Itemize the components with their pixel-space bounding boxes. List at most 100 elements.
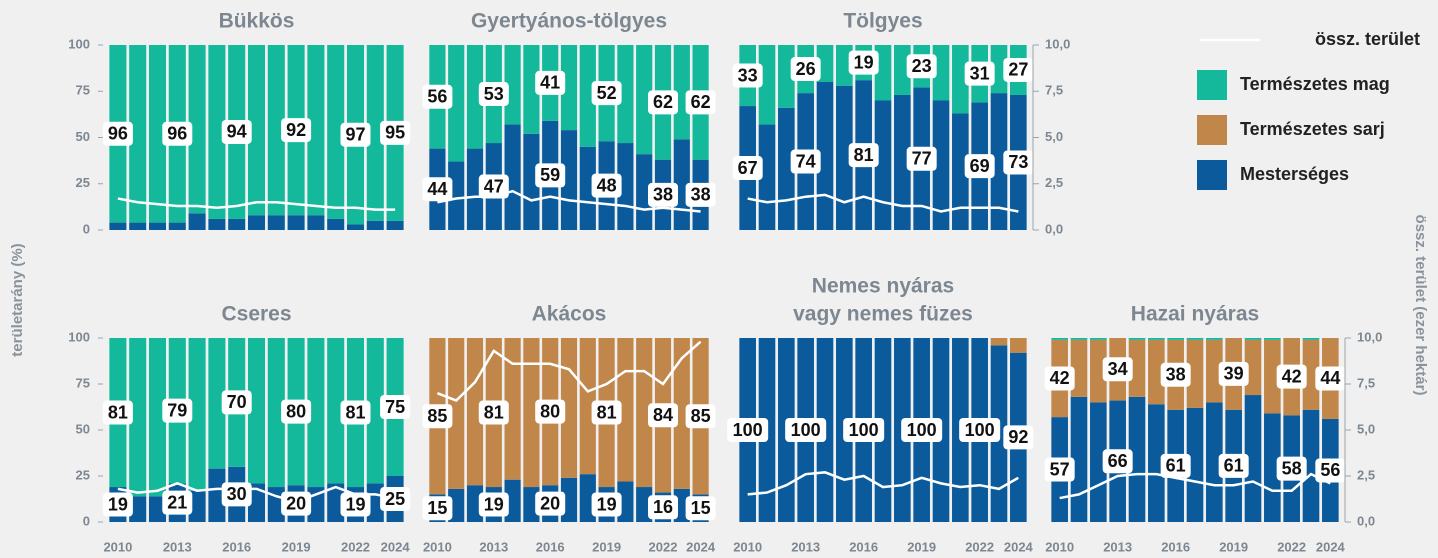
- data-label: 100: [849, 420, 879, 440]
- data-label-box: [1315, 458, 1346, 483]
- chart-title: Hazai nyáras: [1131, 303, 1259, 326]
- legend-swatch: [1197, 160, 1227, 190]
- bar-segment: [1070, 338, 1088, 340]
- data-label-box: [478, 174, 509, 199]
- data-label: 25: [385, 489, 405, 509]
- data-label-box: [478, 492, 509, 517]
- bar-segment: [1070, 339, 1088, 397]
- bar-segment: [1051, 338, 1068, 340]
- chart-title: Bükkös: [219, 10, 295, 33]
- bar-segment: [327, 483, 345, 522]
- data-label-box: [785, 418, 827, 442]
- data-label-box: [848, 50, 879, 75]
- data-label: 15: [427, 498, 447, 518]
- bar-segment: [952, 45, 969, 114]
- bar-segment: [636, 45, 653, 155]
- bar-segment: [1070, 396, 1088, 522]
- bar-segment: [1148, 404, 1165, 522]
- bar-segment: [504, 45, 521, 125]
- bar-segment: [148, 496, 167, 522]
- y-tick-label: 100: [68, 36, 90, 51]
- bar-segment: [208, 45, 226, 219]
- data-label-box: [648, 182, 678, 207]
- bar-segment: [579, 45, 596, 147]
- data-label-box: [1276, 364, 1307, 389]
- y2-tick-label: 2,5: [1357, 467, 1375, 482]
- y-axis-label: területarány (%): [9, 243, 26, 356]
- bar-segment: [1010, 338, 1027, 353]
- bar-segment: [327, 218, 345, 230]
- data-label: 56: [427, 87, 447, 107]
- data-label: 42: [1050, 368, 1070, 388]
- bar-segment: [466, 45, 484, 149]
- data-label-box: [162, 121, 193, 146]
- bar-segment: [208, 218, 226, 230]
- data-label: 77: [912, 149, 932, 169]
- bar-segment: [758, 45, 776, 125]
- bar-segment: [327, 45, 345, 219]
- data-label-box: [422, 404, 453, 429]
- data-label: 38: [691, 185, 711, 205]
- bar-segment: [1148, 339, 1165, 405]
- bar-segment: [148, 45, 167, 223]
- bar-segment: [874, 100, 892, 230]
- data-label-box: [648, 495, 678, 520]
- x-tick-label: 2010: [1045, 539, 1074, 554]
- bar-segment: [1186, 407, 1204, 522]
- y-tick-label: 50: [76, 421, 90, 436]
- data-label: 81: [854, 145, 874, 165]
- data-label: 100: [733, 420, 763, 440]
- total-area-line: [117, 482, 396, 504]
- bar-segment: [560, 45, 578, 131]
- bar-segment: [673, 338, 690, 489]
- bar-segment: [228, 218, 246, 230]
- y-tick-label: 50: [76, 129, 90, 144]
- data-label-box: [1160, 362, 1191, 387]
- y2-tick-label: 10,0: [1045, 36, 1070, 51]
- data-label-box: [848, 143, 879, 168]
- data-label: 59: [540, 165, 560, 185]
- data-label: 96: [108, 124, 128, 144]
- total-area-line: [436, 340, 702, 403]
- x-tick-label: 2010: [733, 539, 762, 554]
- data-label: 21: [167, 492, 187, 512]
- y2-tick-label: 7,5: [1357, 375, 1375, 390]
- legend-swatch: [1197, 70, 1227, 100]
- chart-title: Akácos: [532, 303, 607, 326]
- bar-segment: [466, 148, 484, 230]
- x-tick-label: 2013: [791, 539, 820, 554]
- data-label-box: [102, 121, 133, 146]
- data-label: 48: [597, 175, 617, 195]
- y2-tick-label: 10,0: [1357, 329, 1382, 344]
- data-label-box: [964, 154, 995, 179]
- data-label-box: [102, 492, 133, 517]
- data-label: 56: [1320, 460, 1340, 480]
- bar-segment: [168, 222, 186, 230]
- data-label: 52: [597, 83, 617, 103]
- data-label-box: [1003, 57, 1034, 82]
- x-tick-label: 2016: [849, 539, 878, 554]
- total-area-line: [747, 193, 1019, 213]
- data-label: 38: [1166, 365, 1186, 385]
- data-label: 41: [540, 73, 560, 93]
- data-label: 92: [1008, 427, 1028, 447]
- data-label: 16: [653, 497, 673, 517]
- bar-segment: [1302, 338, 1320, 340]
- x-tick-label: 2022: [965, 539, 994, 554]
- data-label-box: [221, 482, 252, 507]
- data-label: 100: [907, 420, 937, 440]
- data-label: 75: [385, 397, 405, 417]
- data-label: 44: [427, 179, 447, 199]
- x-tick-label: 2013: [1103, 539, 1132, 554]
- total-area-line: [1059, 472, 1331, 500]
- data-label: 47: [484, 176, 504, 196]
- bar-segment: [778, 45, 795, 108]
- bar-segment: [1128, 339, 1146, 397]
- bar-segment: [188, 45, 206, 214]
- bar-segment: [523, 338, 540, 488]
- y2-tick-label: 5,0: [1045, 129, 1063, 144]
- x-tick-label: 2013: [163, 539, 192, 554]
- data-label-box: [648, 90, 678, 115]
- y2-tick-label: 5,0: [1357, 421, 1375, 436]
